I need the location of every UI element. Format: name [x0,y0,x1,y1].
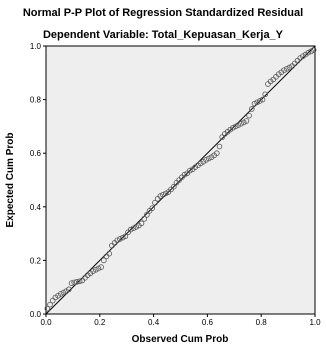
data-point [262,91,269,98]
x-tick-label: 0.6 [202,318,214,327]
data-point [44,305,51,312]
data-point [300,53,306,59]
data-point [98,264,104,270]
data-point [187,167,193,174]
data-point [90,268,96,274]
data-point [144,212,150,218]
data-point [310,47,317,53]
data-point [157,193,164,199]
y-axis-label: Expected Cum Prob [5,132,16,227]
data-point [205,155,212,162]
data-point [47,301,53,308]
data-point [216,143,223,150]
data-point [160,191,166,198]
data-point [68,280,75,286]
y-tick-label: 0.4 [30,203,42,212]
y-tick-label: 0.0 [30,310,42,319]
data-point [214,150,220,157]
chart-title: Normal P-P Plot of Regression Standardiz… [23,7,303,19]
data-point [138,220,145,227]
x-tick-label: 1.0 [309,318,321,327]
data-point [149,205,156,211]
x-axis-label: Observed Cum Prob [132,334,229,345]
data-point [251,100,258,107]
data-point [162,190,169,197]
data-point [232,123,239,130]
x-tick-label: 0.4 [148,318,160,327]
data-point [74,279,80,285]
data-point [71,279,78,286]
data-point [238,120,244,127]
data-point [95,265,102,272]
y-tick-label: 0.6 [30,149,42,158]
data-point [117,236,123,242]
data-point [243,118,250,124]
y-tick-label: 0.8 [30,96,42,105]
data-point [127,226,134,233]
data-point [57,291,64,297]
data-point [130,225,137,232]
y-tick-label: 1.0 [30,42,42,51]
data-point [114,237,121,244]
data-point [92,266,99,273]
data-point [203,157,209,163]
chart-subtitle: Dependent Variable: Total_Kepuasan_Kerja… [43,29,284,41]
x-tick-label: 0.0 [40,318,52,327]
x-tick-label: 0.8 [256,318,268,327]
y-tick-label: 0.2 [30,256,42,265]
data-point [259,96,266,103]
data-point [106,250,113,257]
data-point [76,278,83,285]
data-points [44,47,317,312]
data-point [152,199,158,206]
x-tick-label: 0.2 [94,318,106,327]
data-point [308,48,314,55]
data-point [49,297,56,304]
data-point [197,160,204,167]
data-point [122,233,129,240]
data-point [141,216,147,222]
data-point [283,65,290,72]
data-point [305,49,312,56]
data-point [235,122,242,128]
data-point [254,99,260,106]
data-point [248,106,255,112]
data-point [170,183,177,190]
data-point [133,224,139,230]
data-point [257,98,263,104]
data-point [52,294,59,301]
data-point [230,124,236,131]
reference-diagonal-line [45,45,316,315]
data-point [246,112,252,119]
data-point [101,257,107,264]
data-point [281,67,287,73]
axis-ticks: 0.0 0.2 0.4 0.6 0.8 1.0 0.0 0.2 0.4 0.6 0.8 1.0 [30,42,321,327]
data-point [181,171,188,178]
data-point [60,289,67,296]
data-point [286,64,293,71]
data-point [240,119,247,126]
data-point [66,286,72,293]
data-point [119,234,126,241]
data-point [219,134,225,140]
